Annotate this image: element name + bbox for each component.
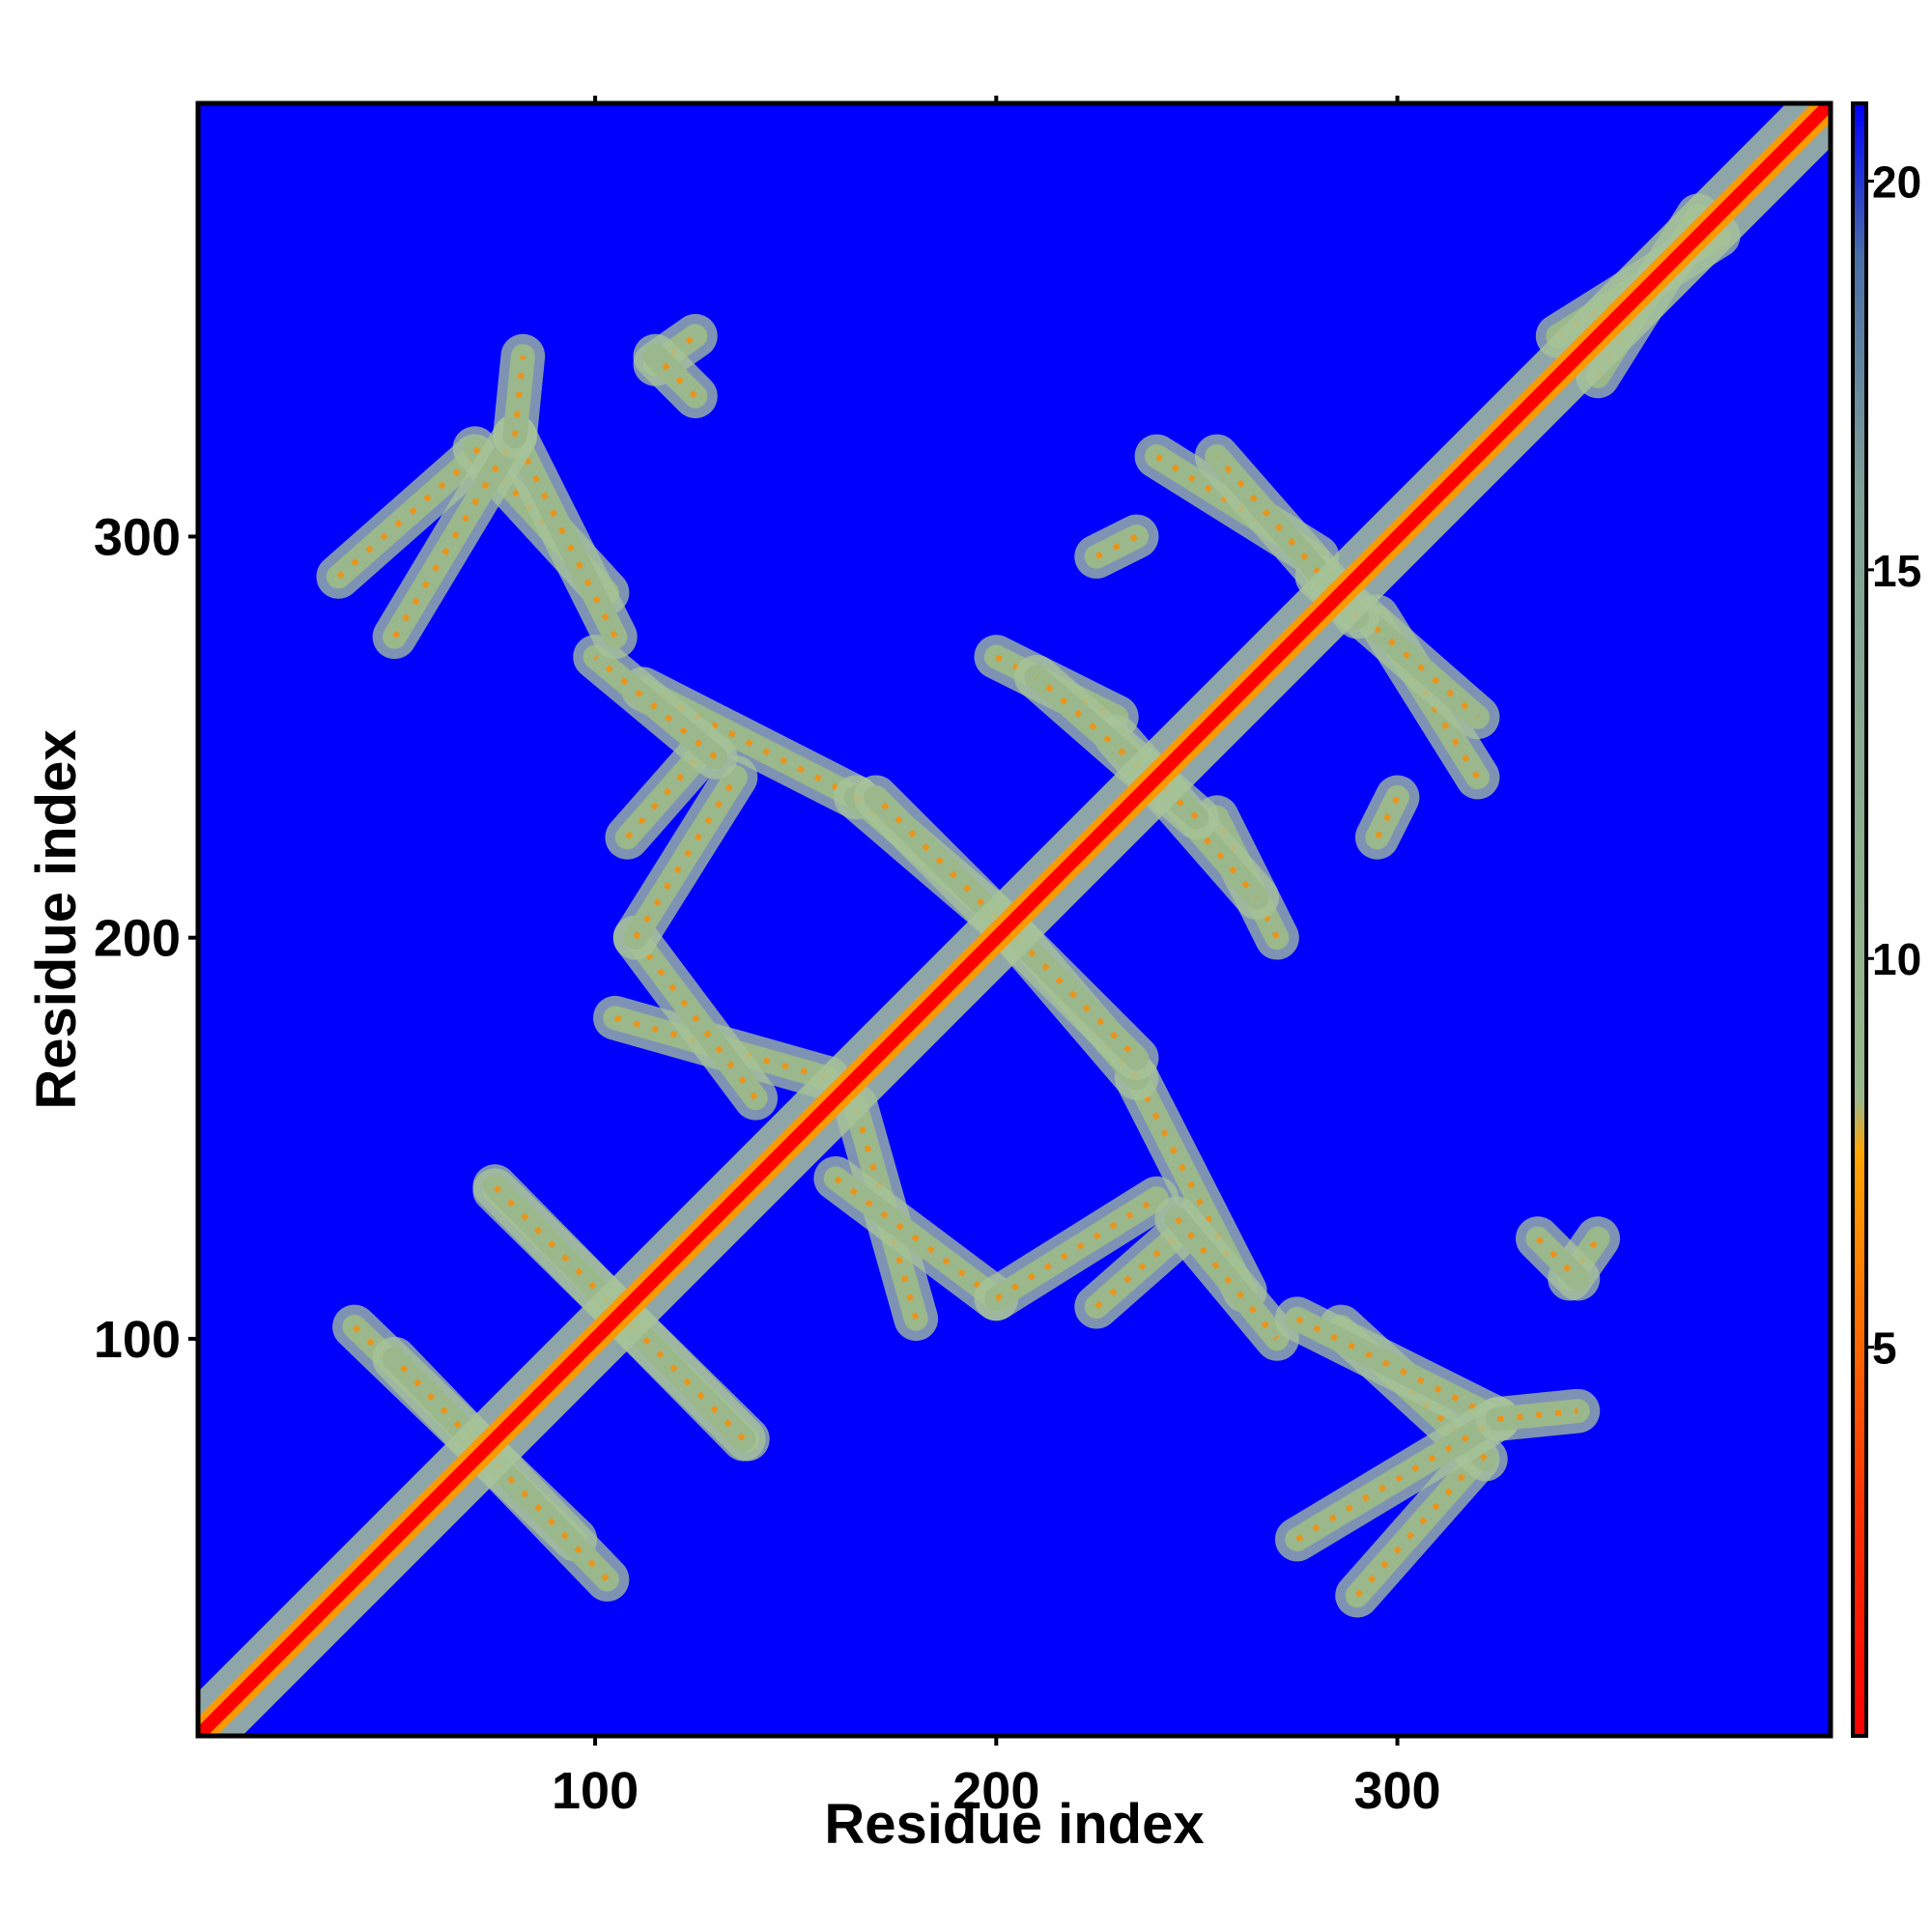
colorbar-tick-label: 5 <box>1872 1323 1897 1374</box>
contact-band-core <box>633 935 758 1100</box>
colorbar: 5 10 15 20 <box>1851 101 1921 1738</box>
contact-band-core <box>994 1196 1158 1301</box>
colorbar-tick-label: 20 <box>1872 156 1921 207</box>
colorbar-tick-label: 15 <box>1872 546 1921 596</box>
contact-band-core <box>1034 674 1199 820</box>
contact-band <box>326 443 487 589</box>
x-tick-label: 300 <box>1353 1762 1440 1820</box>
contact-band-core <box>593 654 718 760</box>
contact-band-core <box>1375 796 1401 839</box>
x-axis-title: Residue index <box>824 1793 1204 1856</box>
contact-band-core <box>1094 1216 1199 1309</box>
contact-band <box>642 344 708 409</box>
colorbar-tick-label: 10 <box>1872 934 1921 984</box>
contact-band-core <box>1174 1216 1280 1341</box>
y-axis: 100 200 300 <box>94 508 198 1369</box>
contact-band-core <box>625 735 718 839</box>
contact-band-core <box>1094 533 1138 559</box>
diagonal-core <box>198 103 1831 1736</box>
x-tick-label: 200 <box>952 1762 1039 1820</box>
contact-band <box>864 784 1009 930</box>
plot-frame <box>195 100 1833 1739</box>
contact-band-core <box>1315 574 1480 720</box>
y-axis-title: Residue index <box>25 729 88 1109</box>
contact-band-core <box>391 435 518 639</box>
contact-band-core <box>1295 1416 1499 1543</box>
contact-band <box>1004 925 1150 1070</box>
contact-band-core <box>1114 735 1260 900</box>
contact-band-core <box>1214 815 1280 939</box>
y-tick-label: 300 <box>94 508 181 566</box>
y-tick-label: 200 <box>94 910 181 968</box>
colorbar-gradient <box>1851 101 1868 1738</box>
contact-band-core <box>1214 454 1360 619</box>
contact-band-core <box>512 355 526 437</box>
x-axis: 100 200 300 <box>552 96 1441 1820</box>
contact-band-core <box>392 1356 610 1582</box>
contact-band-core <box>633 776 738 940</box>
contact-band <box>1285 1306 1510 1432</box>
contact-band <box>1525 1226 1590 1292</box>
contact-band-core <box>995 654 1119 720</box>
x-tick-label: 100 <box>552 1762 639 1820</box>
contact-band-core <box>834 1176 999 1301</box>
contact-band <box>1345 1447 1491 1608</box>
y-tick-label: 100 <box>94 1311 181 1369</box>
contact-band-core <box>1497 1407 1578 1422</box>
heatmap-area <box>198 103 1831 1736</box>
contact-band <box>502 424 628 649</box>
